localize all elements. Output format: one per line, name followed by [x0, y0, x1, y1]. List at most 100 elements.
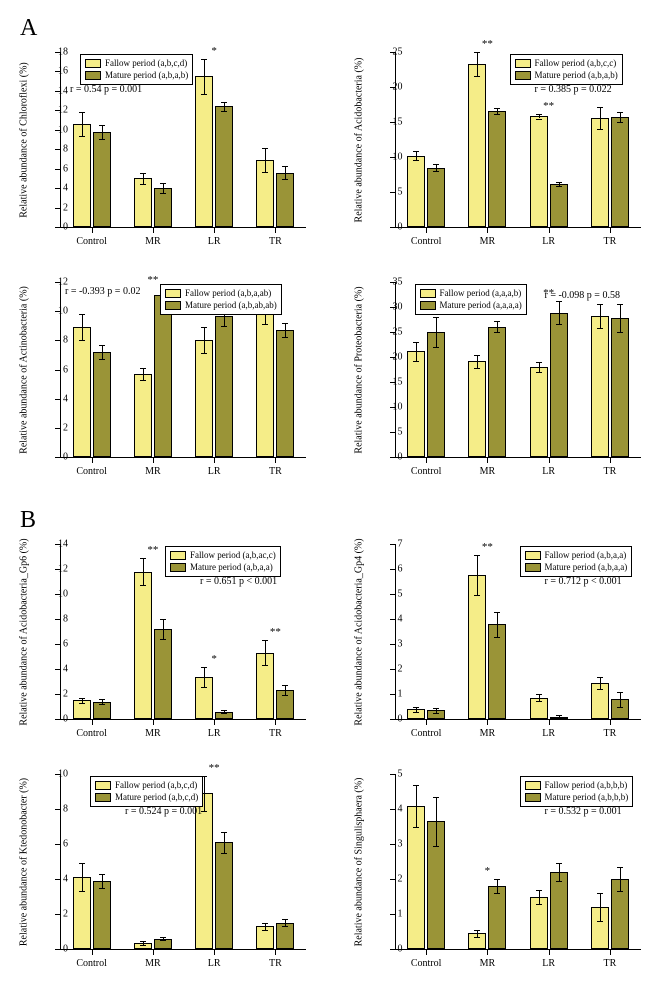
ytick-label: 4 — [383, 804, 403, 815]
chart: ControlMR**LR**TR0510152025Relative abun… — [345, 42, 655, 262]
ytick-label: 2 — [48, 202, 68, 213]
ytick-label: 30 — [383, 302, 403, 313]
bar — [488, 624, 506, 719]
xtick-label: TR — [269, 958, 282, 969]
legend-swatch — [165, 289, 181, 298]
bar — [550, 872, 568, 949]
legend: Fallow period (a,b,b,b)Mature period (a,… — [520, 776, 634, 807]
bar — [154, 629, 172, 719]
chart: ControlMRLR**TR0246810Relative abundance… — [10, 764, 320, 984]
stat-text: r = -0.393 p = 0.02 — [65, 286, 140, 297]
legend-swatch — [420, 301, 436, 310]
legend-label: Fallow period (a,b,ac,c) — [190, 550, 276, 562]
section-b-label: B — [20, 507, 659, 534]
stat-text: r = 0.712 p < 0.001 — [545, 576, 622, 587]
legend-label: Fallow period (a,b,c,c) — [535, 58, 617, 70]
xtick-label: MR — [145, 236, 161, 247]
xtick-label: TR — [269, 236, 282, 247]
ytick-label: 14 — [48, 85, 68, 96]
legend-label: Fallow period (a,a,a,b) — [440, 288, 522, 300]
bar — [215, 106, 233, 227]
bar — [550, 313, 568, 458]
xtick-label: Control — [76, 728, 107, 739]
bar — [488, 327, 506, 458]
y-axis-label: Relative abundance of Acidobacteria_Gp4 … — [353, 538, 364, 725]
significance-marker: * — [485, 865, 491, 877]
legend-swatch — [95, 793, 111, 802]
y-axis-label: Relative abundance of Singulisphaera (%) — [353, 777, 364, 946]
ytick-label: 3 — [383, 639, 403, 650]
ytick-label: 3 — [383, 839, 403, 850]
xtick-label: MR — [145, 958, 161, 969]
ytick-label: 10 — [383, 152, 403, 163]
significance-marker: ** — [270, 626, 281, 638]
legend-label: Mature period (a,b,ab,ab) — [185, 300, 277, 312]
legend: Fallow period (a,b,a,ab)Mature period (a… — [160, 284, 282, 315]
ytick-label: 6 — [383, 564, 403, 575]
section-a-label: A — [20, 15, 659, 42]
bar — [407, 351, 425, 457]
legend-swatch — [165, 301, 181, 310]
chart: ControlMR**LRTR024681012Relative abundan… — [10, 272, 320, 492]
bar — [134, 572, 152, 720]
bar — [407, 156, 425, 227]
bar — [530, 367, 548, 457]
ytick-label: 15 — [383, 377, 403, 388]
legend-label: Mature period (a,b,a,a) — [190, 562, 273, 574]
chart: ControlMRLR*TR024681012141618Relative ab… — [10, 42, 320, 262]
legend-swatch — [515, 71, 531, 80]
ytick-label: 6 — [48, 639, 68, 650]
chart: ControlMR**LRTR01234567Relative abundanc… — [345, 534, 655, 754]
xtick-label: LR — [208, 236, 221, 247]
legend: Fallow period (a,a,a,b)Mature period (a,… — [415, 284, 527, 315]
ytick-label: 4 — [383, 614, 403, 625]
ytick-label: 20 — [383, 82, 403, 93]
stat-text: r = 0.651 p < 0.001 — [200, 576, 277, 587]
significance-marker: * — [211, 653, 217, 665]
ytick-label: 8 — [48, 144, 68, 155]
ytick-label: 12 — [48, 105, 68, 116]
xtick-label: TR — [603, 958, 616, 969]
bar — [468, 64, 486, 227]
xtick-label: LR — [542, 958, 555, 969]
legend-swatch — [525, 793, 541, 802]
xtick-label: Control — [411, 958, 442, 969]
legend-swatch — [85, 71, 101, 80]
bar — [73, 124, 91, 227]
ytick-label: 0 — [383, 944, 403, 955]
ytick-label: 2 — [383, 664, 403, 675]
bar — [611, 318, 629, 457]
ytick-label: 5 — [383, 589, 403, 600]
legend: Fallow period (a,b,c,c)Mature period (a,… — [510, 54, 623, 85]
ytick-label: 4 — [48, 874, 68, 885]
bar — [427, 168, 445, 228]
legend-swatch — [525, 563, 541, 572]
legend-label: Mature period (a,b,a,a) — [545, 562, 628, 574]
xtick-label: LR — [542, 236, 555, 247]
ytick-label: 2 — [48, 689, 68, 700]
ytick-label: 12 — [48, 564, 68, 575]
ytick-label: 15 — [383, 117, 403, 128]
ytick-label: 10 — [48, 124, 68, 135]
xtick-label: TR — [269, 728, 282, 739]
legend-label: Mature period (a,b,a,b) — [105, 70, 188, 82]
y-axis-label: Relative abundance of Actinobacteria (%) — [19, 286, 30, 454]
bar — [468, 361, 486, 457]
ytick-label: 10 — [48, 589, 68, 600]
ytick-label: 16 — [48, 66, 68, 77]
chart: ControlMR**LR*TR**02468101214Relative ab… — [10, 534, 320, 754]
legend-swatch — [420, 289, 436, 298]
bar — [550, 184, 568, 227]
bar — [276, 330, 294, 457]
xtick-label: Control — [76, 236, 107, 247]
legend-swatch — [170, 563, 186, 572]
bar — [488, 111, 506, 227]
significance-marker: ** — [482, 541, 493, 553]
chart: ControlMR*LR**TR05101520253035Relative a… — [345, 272, 655, 492]
bar — [488, 886, 506, 949]
ytick-label: 4 — [48, 664, 68, 675]
bar — [195, 76, 213, 227]
ytick-label: 14 — [48, 539, 68, 550]
bar — [215, 316, 233, 457]
legend-swatch — [525, 781, 541, 790]
